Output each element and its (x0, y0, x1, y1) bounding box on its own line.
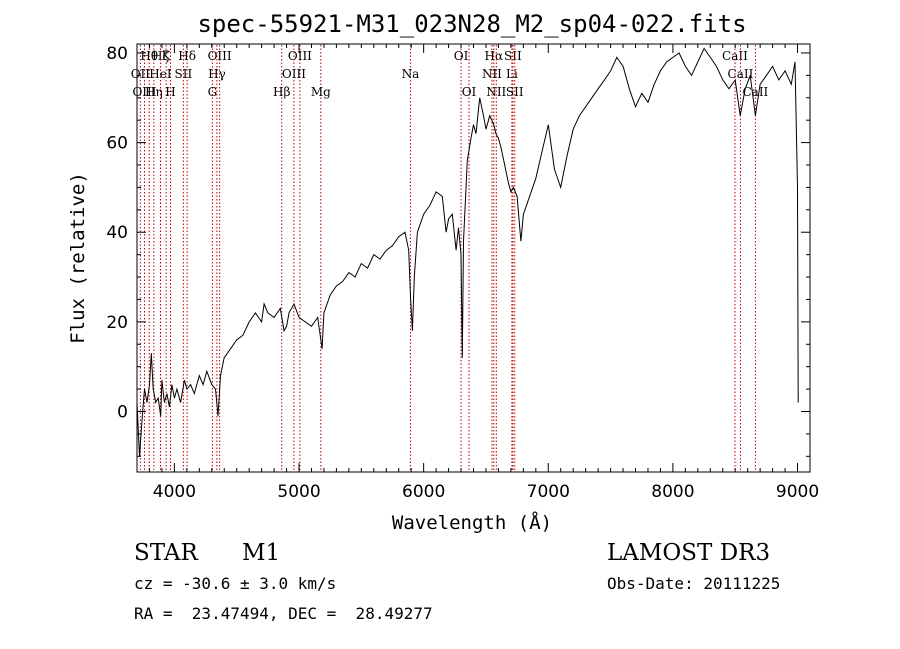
observation-date: Obs-Date: 20111225 (607, 574, 781, 593)
line-label: CaII (742, 85, 768, 99)
y-axis-label: Flux (relative) (67, 172, 89, 344)
line-label: Hγ (208, 67, 226, 81)
x-tick-label: 8000 (651, 482, 694, 502)
line-label: OIII (132, 85, 156, 99)
x-tick-label: 4000 (153, 482, 196, 502)
axis-ticks: 4000 5000 6000 7000 8000 9000 0 20 40 60 80 (106, 44, 819, 502)
x-tick-label: 6000 (402, 482, 445, 502)
line-label: Hδ (178, 49, 196, 63)
line-label: Li (506, 67, 518, 81)
y-tick-label: 80 (106, 44, 128, 64)
line-label: Hβ (273, 85, 290, 99)
y-tick-label: 40 (106, 223, 128, 243)
line-label: NII (482, 67, 502, 81)
x-tick-label: 9000 (776, 482, 819, 502)
spectrum-line (136, 47, 799, 457)
y-tick-label: 0 (117, 402, 128, 422)
line-label: Hη (145, 85, 163, 99)
line-label: SII (504, 49, 522, 63)
redshift-velocity: cz = -30.6 ± 3.0 km/s (134, 574, 337, 593)
line-label: SII (175, 67, 193, 81)
line-label: Mg (311, 85, 331, 99)
line-label: SII (506, 85, 524, 99)
y-tick-label: 20 (106, 313, 128, 333)
line-label: OII (131, 67, 151, 81)
x-axis-label: Wavelength (Å) (392, 511, 552, 534)
x-tick-label: 5000 (277, 482, 320, 502)
line-label: K (162, 49, 172, 63)
object-class: STAR (134, 540, 198, 566)
line-label: CaII (722, 49, 748, 63)
line-label: Na (402, 67, 420, 81)
survey-name: LAMOST DR3 (607, 540, 771, 566)
ra-dec-coordinates: RA = 23.47494, DEC = 28.49277 (134, 604, 433, 623)
line-label: H (165, 85, 175, 99)
line-label: NII (486, 85, 506, 99)
line-label: OI (462, 85, 477, 99)
line-label: CaII (728, 67, 754, 81)
line-label: OIII (288, 49, 312, 63)
line-label: OI (454, 49, 469, 63)
line-label: G (208, 85, 218, 99)
x-tick-label: 7000 (527, 482, 570, 502)
line-label: HeI (149, 67, 172, 81)
line-label: Hα (485, 49, 504, 63)
line-label: OIII (208, 49, 232, 63)
plot-frame (136, 43, 811, 473)
line-label: OIII (282, 67, 306, 81)
chart-title: spec-55921-M31_023N28_M2_sp04-022.fits (197, 10, 746, 38)
object-subclass: M1 (242, 540, 281, 566)
y-tick-label: 60 (106, 134, 128, 154)
